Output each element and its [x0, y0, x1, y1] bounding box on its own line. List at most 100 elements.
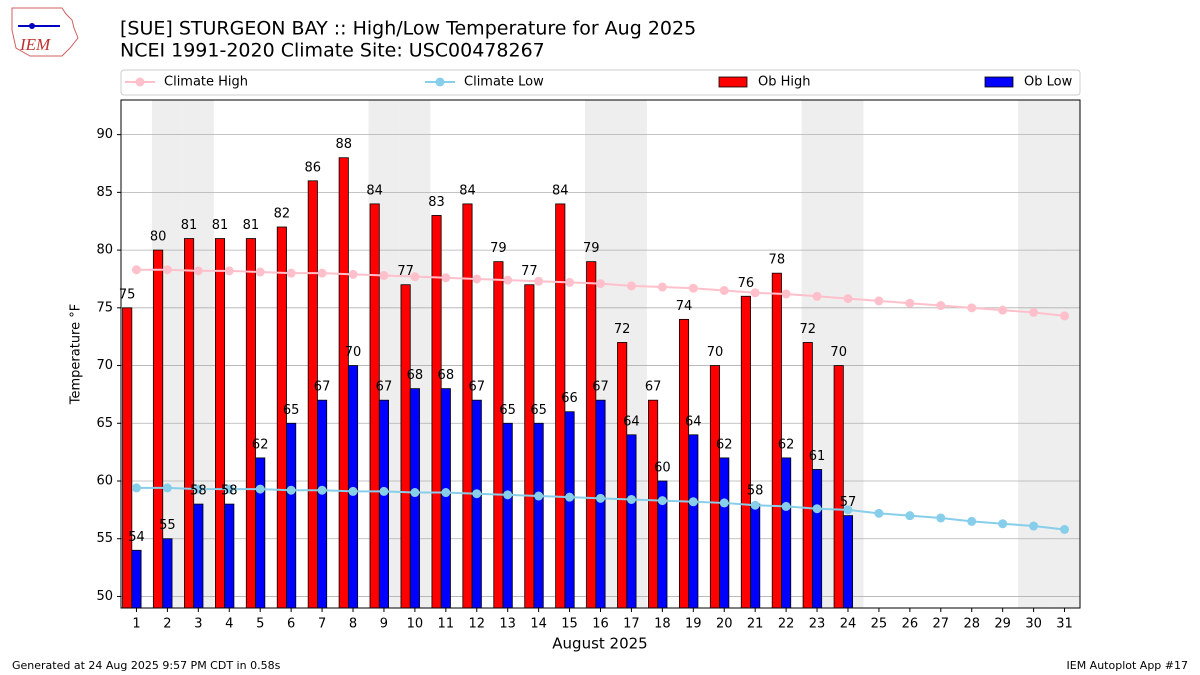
line-marker	[162, 265, 172, 275]
data-label: 84	[552, 183, 569, 198]
x-tick-label: 16	[592, 617, 609, 632]
data-label: 64	[623, 414, 640, 429]
x-tick-label: 2	[163, 617, 171, 632]
legend-label: Climate High	[164, 75, 248, 90]
plot-frame	[120, 99, 1081, 609]
bar	[802, 342, 813, 609]
line-marker	[286, 268, 296, 278]
line-marker	[1029, 307, 1039, 317]
data-label: 72	[614, 322, 631, 337]
data-label: 75	[119, 287, 136, 302]
data-label: 58	[190, 484, 207, 499]
x-tick-label: 23	[809, 617, 826, 632]
legend-label: Ob High	[758, 75, 811, 90]
bar	[369, 203, 380, 609]
data-label: 84	[366, 183, 383, 198]
data-label: 66	[561, 391, 578, 406]
bar	[162, 538, 173, 609]
x-tick-label: 19	[685, 617, 702, 632]
bar	[648, 399, 659, 609]
data-label: 79	[583, 241, 600, 256]
data-label: 58	[221, 484, 238, 499]
line-marker	[534, 276, 544, 286]
line-marker	[441, 273, 451, 283]
bar	[153, 249, 164, 609]
y-tick-label: 85	[96, 185, 113, 200]
line-marker	[998, 519, 1008, 529]
x-tick-label: 29	[994, 617, 1011, 632]
chart-title: [SUE] STURGEON BAY :: High/Low Temperatu…	[120, 18, 696, 40]
line-marker	[255, 484, 265, 494]
bar	[524, 284, 535, 609]
line-marker	[503, 490, 513, 500]
bar	[564, 411, 575, 609]
footer-left: Generated at 24 Aug 2025 9:57 PM CDT in …	[12, 659, 281, 672]
line-marker	[657, 496, 667, 506]
line-marker	[410, 272, 420, 282]
bar	[493, 261, 504, 609]
y-tick-label: 90	[96, 127, 113, 142]
data-label: 77	[521, 264, 538, 279]
data-label: 79	[490, 241, 507, 256]
data-label: 70	[830, 345, 847, 360]
bar	[740, 295, 751, 609]
line-marker	[812, 504, 822, 514]
y-axis-label: Temperature °F	[69, 304, 84, 405]
x-tick-label: 12	[468, 617, 485, 632]
data-label: 82	[274, 207, 291, 222]
data-label: 67	[592, 380, 609, 395]
data-label: 72	[799, 322, 816, 337]
line-marker	[131, 265, 141, 275]
data-label: 81	[243, 218, 260, 233]
line-marker	[936, 301, 946, 311]
y-tick-label: 70	[96, 358, 113, 373]
line-marker	[472, 274, 482, 284]
bar	[502, 422, 513, 609]
data-label: 58	[747, 484, 764, 499]
data-label: 60	[654, 461, 671, 476]
line-marker	[719, 498, 729, 508]
line-marker	[750, 288, 760, 298]
line-marker	[472, 489, 482, 499]
x-tick-label: 10	[407, 617, 424, 632]
bar	[193, 503, 204, 609]
line-marker	[224, 266, 234, 276]
x-tick-label: 14	[530, 617, 547, 632]
y-tick-label: 50	[96, 589, 113, 604]
data-label: 81	[181, 218, 198, 233]
x-tick-label: 30	[1025, 617, 1042, 632]
logo: IEM	[11, 7, 79, 57]
data-label: 76	[738, 276, 755, 291]
data-label: 86	[305, 160, 322, 175]
bar	[533, 422, 544, 609]
x-tick-label: 11	[438, 617, 455, 632]
data-label: 62	[252, 437, 269, 452]
line-marker	[565, 492, 575, 502]
data-label: 65	[530, 403, 547, 418]
data-label: 80	[150, 230, 167, 245]
bar	[338, 157, 349, 609]
line-marker	[626, 494, 636, 504]
bar	[750, 503, 761, 609]
bar	[617, 342, 628, 609]
bar	[440, 388, 451, 609]
bar	[595, 399, 606, 609]
line-marker	[719, 286, 729, 295]
line-marker	[781, 289, 791, 299]
bar	[317, 399, 328, 609]
line-marker	[874, 296, 884, 306]
data-label: 65	[499, 403, 516, 418]
data-label: 64	[685, 414, 702, 429]
line-marker	[812, 291, 822, 301]
line-marker	[688, 283, 698, 293]
line-marker	[534, 491, 544, 501]
data-label: 77	[397, 264, 414, 279]
bar	[255, 457, 266, 609]
x-tick-label: 9	[380, 617, 388, 632]
bar	[688, 434, 699, 609]
bar	[842, 515, 854, 609]
line-marker	[1029, 521, 1039, 531]
bar	[719, 457, 730, 609]
